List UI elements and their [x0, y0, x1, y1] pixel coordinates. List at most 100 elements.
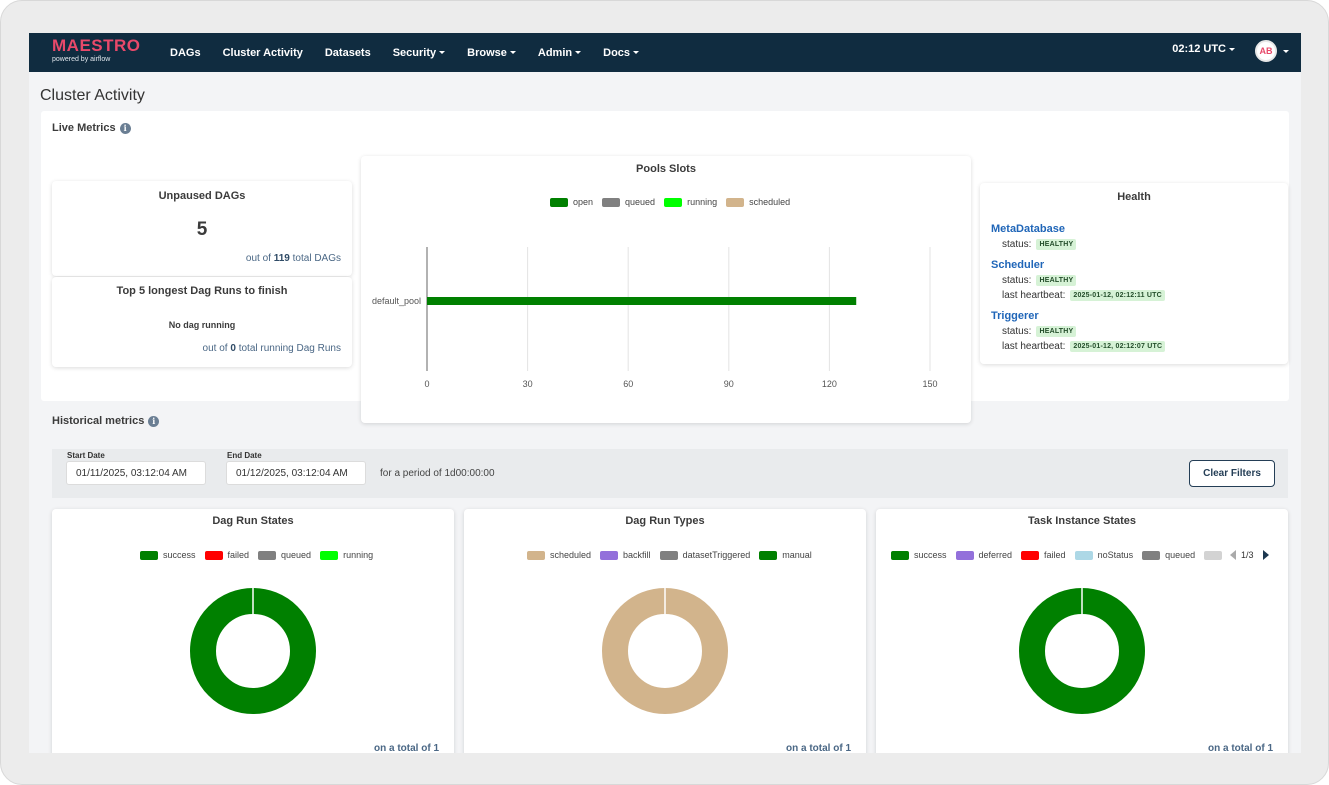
legend-item-queued[interactable]: queued: [1142, 550, 1195, 560]
unpaused-dags-title: Unpaused DAGs: [158, 190, 246, 202]
task-instance-states-legend: success deferred failed noStatus queued re: [891, 550, 1225, 560]
health-card: Health MetaDatabase status: HEALTHY Sche…: [980, 183, 1288, 364]
dag-run-states-chart: [190, 588, 316, 714]
end-date-input[interactable]: 01/12/2025, 03:12:04 AM: [226, 461, 366, 485]
legend-swatch: [140, 550, 158, 560]
avatar[interactable]: AB: [1255, 40, 1277, 62]
legend-swatch: [258, 550, 277, 560]
triggerer-link[interactable]: Triggerer: [991, 310, 1039, 322]
x-tick-label: 150: [922, 379, 937, 389]
task-instance-states-total: on a total of 1: [1208, 743, 1273, 753]
nav-menu: DAGs Cluster Activity Datasets Security Brow…: [159, 33, 650, 72]
legend-swatch: [726, 197, 745, 207]
dag-run-types-title: Dag Run Types: [625, 515, 705, 527]
info-icon[interactable]: i: [148, 415, 160, 427]
chevron-down-icon[interactable]: [1283, 50, 1289, 53]
legend-label: running: [343, 550, 374, 560]
legend-label: deferred: [978, 550, 1013, 560]
x-tick-label: 30: [523, 379, 533, 389]
legend-item-failed[interactable]: failed: [1021, 550, 1066, 560]
legend-item-manual[interactable]: manual: [759, 550, 812, 560]
scheduler-link[interactable]: Scheduler: [991, 259, 1045, 271]
legend-item-datasettriggered[interactable]: datasetTriggered: [659, 550, 750, 560]
dag-run-states-title: Dag Run States: [212, 515, 294, 527]
legend-label: backfill: [623, 550, 651, 560]
info-icon[interactable]: i: [119, 122, 131, 134]
legend-swatch: [527, 550, 545, 560]
prev-page-icon[interactable]: [1230, 550, 1236, 560]
page-title: Cluster Activity: [40, 87, 145, 104]
nav-item-docs[interactable]: Docs: [603, 47, 640, 59]
legend-swatch: [659, 550, 678, 560]
utc-time-menu[interactable]: 02:12 UTC: [1172, 43, 1235, 55]
next-page-icon[interactable]: [1262, 550, 1269, 560]
legend-label: running: [687, 197, 718, 207]
nav-item-security[interactable]: Security: [392, 46, 446, 59]
legend-item-deferred[interactable]: deferred: [955, 550, 1013, 560]
nav-item-label: Datasets: [324, 46, 371, 59]
nav-item-dags[interactable]: DAGs: [170, 47, 201, 59]
legend-page-number: 1/3: [1241, 550, 1254, 560]
longest-dag-runs-card: Top 5 longest Dag Runs to finish No dag …: [52, 277, 352, 367]
metadatabase-link[interactable]: MetaDatabase: [991, 223, 1065, 235]
legend-item-re[interactable]: re: [1204, 550, 1225, 560]
dag-run-states-legend: success failed queued running: [140, 550, 382, 560]
nav-item-label: Cluster Activity: [222, 46, 303, 59]
legend-item-success[interactable]: success: [891, 550, 947, 560]
nav-item-browse[interactable]: Browse: [467, 47, 516, 59]
legend-item-open[interactable]: open: [550, 197, 593, 207]
health-title: Health: [1117, 191, 1151, 203]
legend-swatch: [891, 550, 909, 560]
legend-swatch: [1074, 550, 1093, 560]
brand-name: MAESTRO: [52, 36, 141, 55]
nav-item-cluster-activity[interactable]: Cluster Activity: [223, 47, 303, 59]
x-tick-label: 60: [623, 379, 633, 389]
nav-item-admin[interactable]: Admin: [537, 46, 582, 59]
live-metrics-panel: Live Metrics i Unpaused DAGs 5 out of 11…: [41, 111, 1289, 423]
live-metrics-label: Live Metrics: [52, 122, 116, 134]
task-instance-states-chart: [1019, 588, 1145, 714]
live-metrics-title: Live Metrics i: [52, 122, 131, 134]
x-tick-label: 90: [724, 379, 734, 389]
legend-item-scheduled[interactable]: scheduled: [726, 197, 790, 207]
app-screen: MAESTRO powered by airflow DAGs Cluster A…: [29, 33, 1301, 753]
legend-item-queued[interactable]: queued: [602, 197, 655, 207]
legend-swatch: [602, 197, 621, 207]
chevron-down-icon: [575, 51, 582, 55]
nav-item-datasets[interactable]: Datasets: [325, 47, 371, 59]
status-label: status:: [1002, 326, 1032, 337]
legend-label: failed: [1044, 550, 1066, 560]
legend-label: failed: [227, 550, 250, 560]
legend-item-running[interactable]: running: [320, 550, 373, 560]
clear-filters-button[interactable]: Clear Filters: [1189, 460, 1275, 487]
start-date-input[interactable]: 01/11/2025, 03:12:04 AM: [66, 461, 206, 485]
brand-logo[interactable]: MAESTRO powered by airflow: [52, 37, 141, 64]
legend-item-queued[interactable]: queued: [258, 550, 311, 560]
legend-swatch: [955, 550, 974, 560]
slice-success[interactable]: [190, 588, 316, 714]
unpaused-dags-footer: out of 119 total DAGs: [246, 253, 341, 264]
total-dags-count: 119: [273, 253, 290, 264]
legend-label: success: [163, 550, 196, 560]
legend-swatch: [1142, 550, 1161, 560]
slice-scheduled[interactable]: [602, 588, 728, 714]
task-instance-states-title: Task Instance States: [1027, 515, 1136, 527]
bar-open[interactable]: [427, 297, 857, 305]
footer-suffix: total running Dag Runs: [238, 343, 341, 354]
slice-success[interactable]: [1019, 588, 1145, 714]
nav-item-label: Admin: [537, 46, 573, 59]
legend-item-failed[interactable]: failed: [204, 550, 250, 560]
legend-item-success[interactable]: success: [140, 550, 196, 560]
chevron-down-icon: [633, 51, 640, 55]
legend-item-running[interactable]: running: [664, 197, 717, 207]
legend-item-scheduled[interactable]: scheduled: [527, 550, 591, 560]
running-dag-runs-count: 0: [230, 343, 236, 354]
legend-label: open: [573, 197, 594, 207]
legend-pager: 1/3: [1230, 550, 1269, 560]
no-dag-running: No dag running: [168, 320, 236, 330]
x-tick-label: 120: [822, 379, 837, 389]
legend-item-backfill[interactable]: backfill: [600, 550, 651, 560]
nav-item-label: Security: [392, 46, 437, 59]
legend-item-nostatus[interactable]: noStatus: [1074, 550, 1133, 560]
